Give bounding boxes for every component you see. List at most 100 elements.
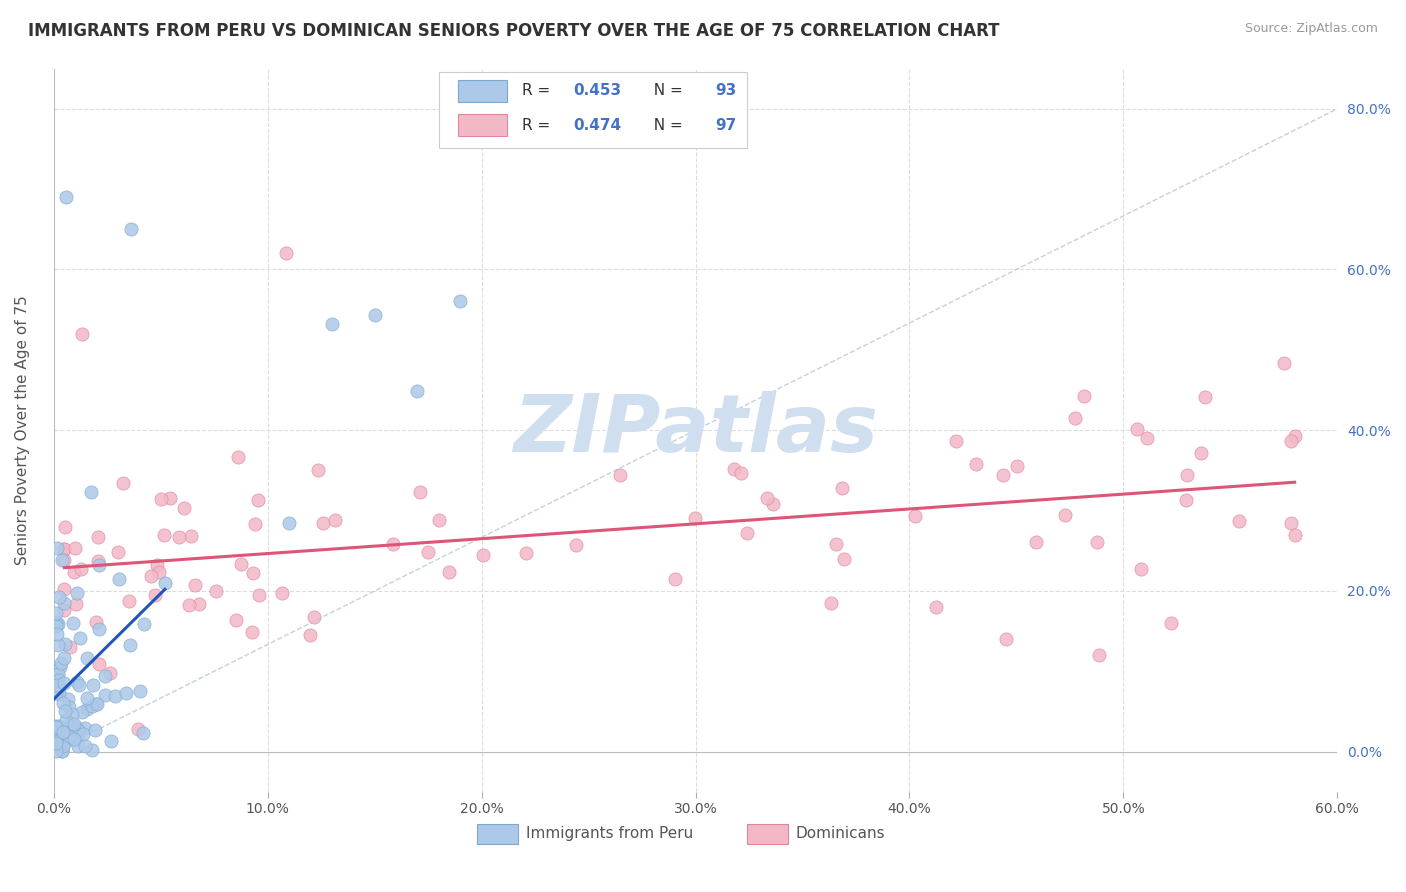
Point: [159, 491, 181, 505]
Point: [66, 729, 89, 743]
Point: [58, 700, 80, 714]
Point: [48, 659, 70, 673]
Point: [298, 628, 321, 642]
Point: [45, 678, 67, 692]
Point: [762, 497, 785, 511]
Point: [51, 744, 73, 758]
Point: [45, 672, 67, 686]
Point: [45, 744, 67, 758]
Point: [48, 687, 70, 701]
Point: [82, 678, 104, 692]
Text: 93: 93: [714, 83, 735, 98]
Point: [664, 572, 686, 586]
Point: [53, 704, 76, 718]
Y-axis label: Seniors Poverty Over the Age of 75: Seniors Poverty Over the Age of 75: [15, 295, 30, 565]
Point: [416, 545, 439, 559]
Point: [307, 463, 329, 477]
Point: [51, 553, 73, 567]
Point: [60, 731, 83, 745]
Point: [48, 685, 70, 699]
Point: [179, 598, 201, 612]
Point: [84, 698, 107, 712]
Point: [820, 596, 842, 610]
Text: ZIPatlas: ZIPatlas: [513, 392, 877, 469]
Point: [167, 530, 190, 544]
Point: [1272, 356, 1295, 370]
Point: [150, 492, 173, 507]
Point: [51, 744, 73, 758]
Point: [1064, 411, 1087, 425]
Point: [52, 651, 75, 665]
Point: [80, 743, 103, 757]
Point: [1053, 508, 1076, 522]
Point: [104, 689, 127, 703]
Point: [735, 526, 758, 541]
Point: [76, 651, 98, 665]
Point: [69, 631, 91, 645]
Point: [52, 676, 75, 690]
Point: [89, 622, 111, 636]
Text: R =: R =: [522, 83, 555, 98]
Point: [53, 735, 76, 749]
Point: [225, 613, 247, 627]
Point: [72, 727, 94, 741]
Point: [65, 598, 87, 612]
Point: [143, 588, 166, 602]
Point: [87, 554, 110, 568]
Point: [87, 657, 110, 671]
Point: [108, 572, 131, 586]
Point: [152, 528, 174, 542]
Point: [53, 637, 76, 651]
FancyBboxPatch shape: [439, 72, 747, 148]
Point: [278, 516, 301, 530]
Point: [80, 698, 103, 713]
Point: [94, 688, 117, 702]
Point: [127, 722, 149, 736]
Point: [439, 565, 461, 579]
Point: [832, 551, 855, 566]
Point: [205, 583, 228, 598]
Point: [46, 739, 69, 754]
Point: [515, 546, 537, 560]
Point: [93, 669, 115, 683]
Point: [52, 696, 75, 710]
Point: [62, 706, 84, 721]
Point: [53, 603, 76, 617]
Point: [46, 638, 69, 652]
Point: [100, 665, 122, 680]
Point: [62, 565, 84, 579]
Point: [247, 588, 270, 602]
Point: [925, 600, 948, 615]
Text: N =: N =: [644, 83, 688, 98]
Point: [1227, 515, 1250, 529]
Point: [904, 508, 927, 523]
Text: R =: R =: [522, 118, 555, 133]
Point: [945, 434, 967, 448]
Point: [45, 626, 67, 640]
Point: [565, 538, 588, 552]
Point: [45, 736, 67, 750]
Point: [1136, 431, 1159, 445]
Point: [180, 529, 202, 543]
Point: [52, 739, 75, 753]
Point: [52, 725, 75, 739]
Text: 97: 97: [714, 118, 735, 133]
Point: [153, 575, 176, 590]
Point: [449, 293, 471, 308]
Point: [824, 537, 846, 551]
Point: [55, 713, 77, 727]
Point: [756, 491, 779, 505]
Point: [991, 468, 1014, 483]
Point: [45, 619, 67, 633]
Point: [1174, 493, 1197, 508]
Point: [271, 585, 294, 599]
Point: [243, 516, 266, 531]
Point: [48, 590, 70, 604]
Point: [66, 722, 89, 736]
Point: [66, 739, 89, 753]
Point: [60, 716, 83, 731]
Point: [76, 702, 98, 716]
Point: [831, 481, 853, 495]
Point: [187, 597, 209, 611]
Point: [100, 733, 122, 747]
